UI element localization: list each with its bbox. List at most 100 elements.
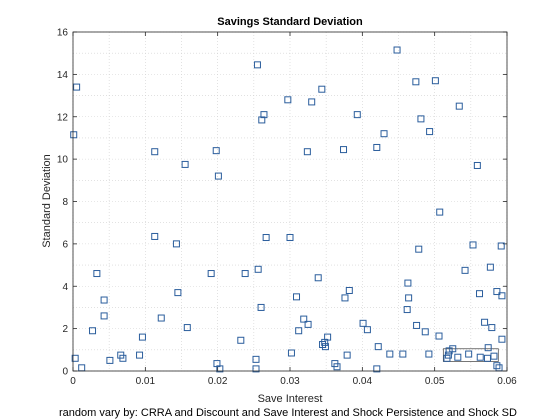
- data-point: [461, 266, 469, 274]
- data-point: [488, 324, 496, 332]
- data-point: [412, 78, 420, 86]
- data-point: [486, 263, 494, 271]
- x-tick-label: 0: [70, 376, 76, 387]
- data-point: [341, 294, 349, 302]
- x-tick-label: 0.04: [353, 376, 373, 387]
- data-point: [284, 96, 292, 104]
- data-point: [333, 363, 341, 371]
- data-point: [399, 350, 407, 358]
- data-point: [258, 116, 266, 124]
- data-point: [493, 362, 501, 370]
- data-point: [353, 111, 361, 119]
- data-point: [136, 351, 144, 359]
- data-point: [295, 327, 303, 335]
- data-point: [481, 318, 489, 326]
- x-axis-label: Save Interest: [258, 393, 323, 405]
- plot-area: 0 0.01 0.02 0.03 0.04 0.05 0.06 0 2 4 6 8 10 12 14 16: [57, 28, 517, 388]
- y-tick-label: 16: [57, 28, 69, 39]
- data-point: [417, 115, 425, 123]
- data-point: [426, 128, 434, 136]
- x-tick-labels: 0 0.01 0.02 0.03 0.04 0.05 0.06: [70, 376, 517, 387]
- y-tick-label: 8: [62, 197, 68, 208]
- data-point: [498, 292, 506, 300]
- data-point: [465, 350, 473, 358]
- data-point: [493, 288, 501, 296]
- data-point: [473, 161, 481, 169]
- data-point: [498, 335, 506, 343]
- data-point: [436, 208, 444, 216]
- data-point: [287, 349, 295, 357]
- data-point: [380, 130, 388, 138]
- data-point: [252, 355, 260, 363]
- data-point: [89, 327, 97, 335]
- data-point: [73, 83, 81, 91]
- data-point: [303, 148, 311, 156]
- data-point: [445, 347, 453, 355]
- data-point: [260, 111, 268, 119]
- data-point: [363, 326, 371, 334]
- data-point: [100, 296, 108, 304]
- x-tick-label: 0.05: [425, 376, 445, 387]
- y-tick-label: 2: [62, 324, 68, 335]
- data-point: [373, 365, 381, 373]
- data-point: [449, 345, 457, 353]
- data-point: [214, 172, 222, 180]
- data-point: [340, 146, 348, 154]
- data-point: [321, 343, 329, 351]
- data-point: [454, 353, 462, 361]
- data-point: [425, 350, 433, 358]
- data-point: [455, 102, 463, 110]
- data-point: [119, 354, 127, 362]
- data-point: [483, 354, 491, 362]
- y-tick-label: 0: [62, 367, 68, 378]
- data-point: [252, 365, 260, 373]
- data-point: [106, 356, 114, 364]
- chart-title: Savings Standard Deviation: [217, 16, 363, 28]
- data-point: [413, 321, 421, 329]
- data-point: [181, 160, 189, 168]
- data-point: [71, 354, 79, 362]
- data-point: [212, 147, 220, 155]
- axes-frame: [72, 31, 508, 372]
- y-axis-label: Standard Deviation: [41, 154, 53, 248]
- data-point: [308, 98, 316, 106]
- figure-caption: random vary by: CRRA and Discount and Sa…: [59, 407, 517, 419]
- data-point: [174, 289, 182, 297]
- data-point: [393, 46, 401, 54]
- data-point: [476, 353, 484, 361]
- data-point: [374, 343, 382, 351]
- data-point: [254, 265, 262, 273]
- data-point: [172, 240, 180, 248]
- data-point: [405, 294, 413, 302]
- data-point: [421, 328, 429, 336]
- data-point: [293, 293, 301, 301]
- x-tick-label: 0.06: [497, 376, 517, 387]
- scatter-points: [70, 46, 506, 373]
- data-point: [151, 232, 159, 240]
- data-point: [138, 333, 146, 341]
- data-point: [286, 234, 294, 242]
- data-point: [343, 351, 351, 359]
- x-tick-label: 0.02: [208, 376, 228, 387]
- data-point: [435, 332, 443, 340]
- data-point: [324, 333, 332, 341]
- data-point: [386, 350, 394, 358]
- y-tick-label: 12: [57, 112, 69, 123]
- data-point: [70, 131, 78, 139]
- data-point: [300, 315, 308, 323]
- y-tick-label: 10: [57, 155, 69, 166]
- data-point: [403, 306, 411, 314]
- data-point: [304, 320, 312, 328]
- data-point: [262, 234, 270, 242]
- data-point: [253, 61, 261, 69]
- y-tick-label: 14: [57, 70, 69, 81]
- data-point: [241, 270, 249, 278]
- data-point: [497, 242, 505, 250]
- data-point: [314, 274, 322, 282]
- x-tick-label: 0.01: [136, 376, 156, 387]
- y-tick-label: 6: [62, 239, 68, 250]
- data-point: [183, 324, 191, 332]
- data-point: [216, 365, 224, 373]
- highlight-box: [442, 348, 499, 362]
- data-point: [345, 286, 353, 294]
